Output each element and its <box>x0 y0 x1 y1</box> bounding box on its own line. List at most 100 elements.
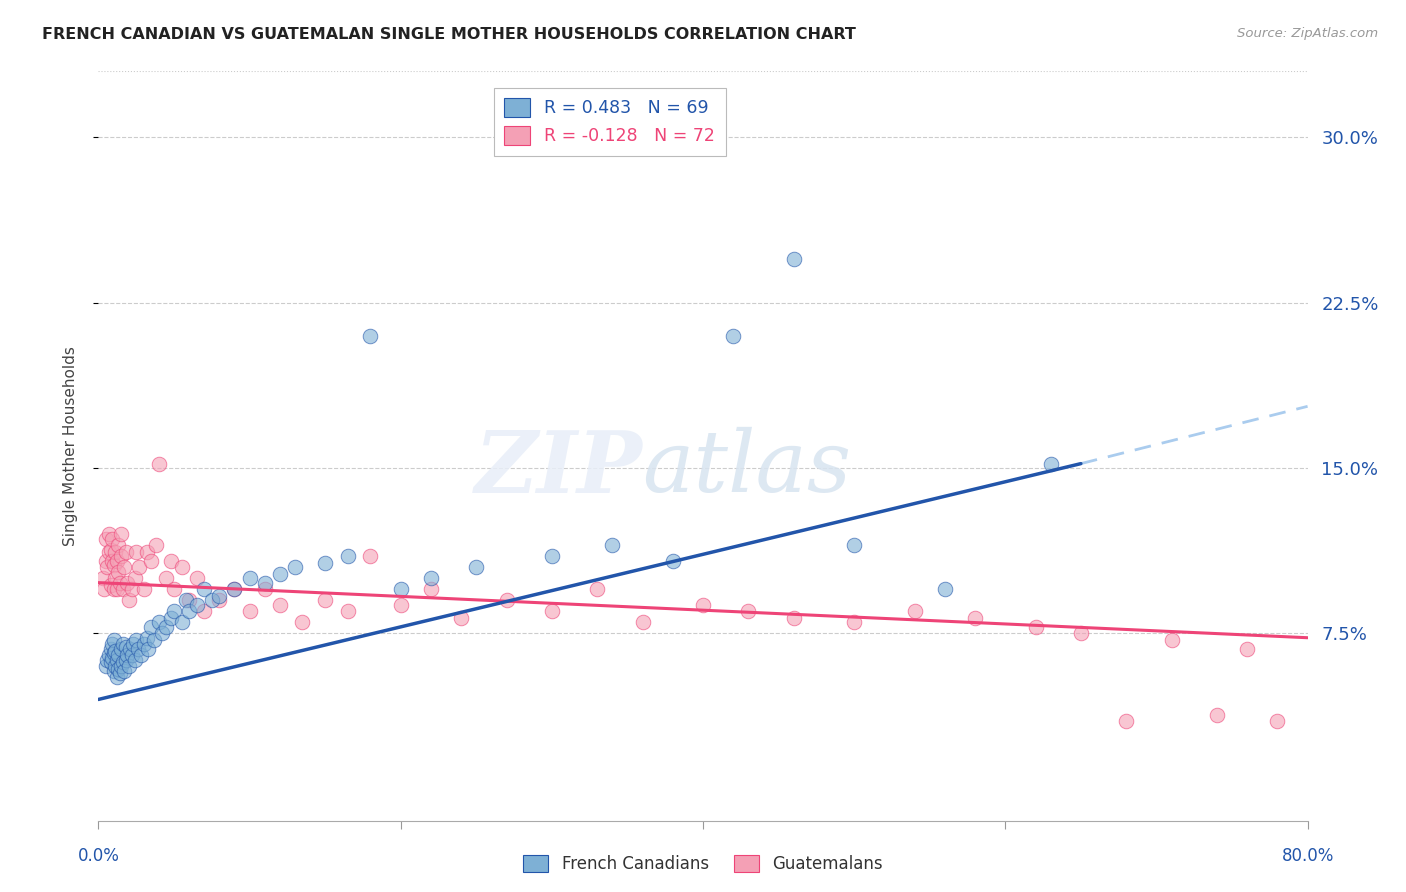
Point <box>148 615 170 630</box>
Point <box>104 644 127 658</box>
Point <box>201 593 224 607</box>
Point <box>96 560 118 574</box>
Point <box>125 632 148 647</box>
Point <box>100 641 122 656</box>
Point <box>124 653 146 667</box>
Text: atlas: atlas <box>643 427 852 510</box>
Point <box>783 611 806 625</box>
Point <box>174 593 197 607</box>
Point <box>1160 632 1182 647</box>
Point <box>132 637 155 651</box>
Point <box>360 549 382 564</box>
Point <box>111 655 134 669</box>
Point <box>112 664 135 678</box>
Point <box>193 582 215 597</box>
Point <box>723 328 745 343</box>
Point <box>101 650 124 665</box>
Point <box>110 549 132 564</box>
Point <box>132 582 155 597</box>
Point <box>586 582 609 597</box>
Point <box>284 560 307 574</box>
Point <box>737 604 759 618</box>
Point <box>179 604 201 618</box>
Point <box>108 575 131 590</box>
Point <box>160 553 183 567</box>
Point <box>336 604 359 618</box>
Point <box>143 632 166 647</box>
Point <box>115 575 138 590</box>
Point <box>1024 620 1046 634</box>
Point <box>155 571 177 585</box>
Point <box>186 571 208 585</box>
Point <box>118 593 141 607</box>
Point <box>208 593 231 607</box>
Point <box>661 553 683 567</box>
Point <box>692 598 714 612</box>
Point <box>127 641 149 656</box>
Point <box>253 582 276 597</box>
Point <box>105 553 128 567</box>
Point <box>103 664 125 678</box>
Point <box>98 527 121 541</box>
Point <box>965 611 987 625</box>
Text: Source: ZipAtlas.com: Source: ZipAtlas.com <box>1237 27 1378 40</box>
Point <box>100 655 122 669</box>
Point <box>934 582 956 597</box>
Text: 80.0%: 80.0% <box>1281 847 1334 865</box>
Point <box>1039 457 1062 471</box>
Point <box>100 542 122 557</box>
Point <box>155 620 177 634</box>
Point <box>465 560 488 574</box>
Point <box>631 615 654 630</box>
Text: ZIP: ZIP <box>475 426 643 510</box>
Point <box>108 665 131 680</box>
Point <box>163 582 186 597</box>
Point <box>107 565 129 579</box>
Point <box>121 582 143 597</box>
Point <box>1115 714 1137 729</box>
Point <box>101 532 124 546</box>
Point <box>239 604 262 618</box>
Point <box>101 637 124 651</box>
Point <box>1236 641 1258 656</box>
Point <box>96 653 118 667</box>
Point <box>239 571 262 585</box>
Point <box>136 641 159 656</box>
Point <box>110 527 132 541</box>
Point <box>450 611 472 625</box>
Point <box>150 626 173 640</box>
Point <box>91 571 114 585</box>
Point <box>208 589 231 603</box>
Point <box>179 593 201 607</box>
Point <box>100 578 122 592</box>
Point <box>163 604 186 618</box>
Point <box>160 611 183 625</box>
Point <box>336 549 359 564</box>
Point <box>94 659 117 673</box>
Point <box>111 637 134 651</box>
Point <box>170 615 193 630</box>
Point <box>114 653 136 667</box>
Point <box>105 582 128 597</box>
Point <box>904 604 927 618</box>
Y-axis label: Single Mother Households: Single Mother Households <box>63 346 77 546</box>
Point <box>148 457 170 471</box>
Point <box>314 593 336 607</box>
Point <box>314 556 336 570</box>
Point <box>122 637 145 651</box>
Point <box>115 648 138 663</box>
Point <box>193 604 215 618</box>
Legend: French Canadians, Guatemalans: French Canadians, Guatemalans <box>516 848 890 880</box>
Point <box>135 545 157 559</box>
Point <box>420 582 443 597</box>
Text: FRENCH CANADIAN VS GUATEMALAN SINGLE MOTHER HOUSEHOLDS CORRELATION CHART: FRENCH CANADIAN VS GUATEMALAN SINGLE MOT… <box>42 27 856 42</box>
Point <box>94 532 117 546</box>
Point <box>269 598 291 612</box>
Point <box>103 632 125 647</box>
Point <box>103 558 125 572</box>
Point <box>118 659 141 673</box>
Point <box>107 662 129 676</box>
Point <box>224 582 246 597</box>
Point <box>186 598 208 612</box>
Point <box>104 545 127 559</box>
